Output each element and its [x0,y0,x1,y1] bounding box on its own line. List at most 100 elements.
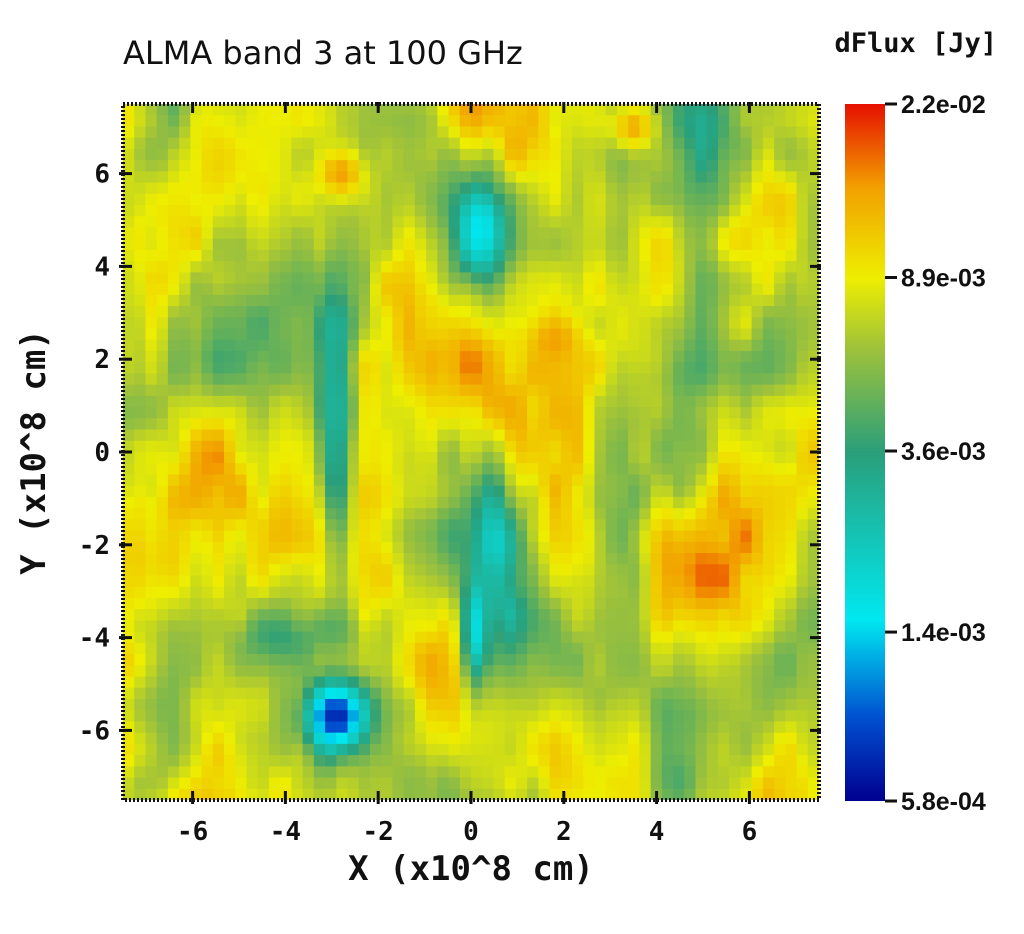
heatmap-cell [392,115,405,128]
heatmap-cell [717,294,730,307]
heatmap-cell [684,328,697,341]
heatmap-cell [246,541,259,554]
heatmap-cell [807,227,819,240]
heatmap-cell [616,137,629,150]
heatmap-cell [459,766,472,779]
heatmap-cell [179,755,191,767]
heatmap-cell [572,429,584,442]
heatmap-cell [549,586,562,599]
heatmap-cell [482,328,495,341]
heatmap-cell [594,654,607,666]
heatmap-cell [673,530,685,543]
heatmap-cell [594,317,607,330]
heatmap-cell [459,743,472,756]
heatmap-cell [684,148,697,161]
heatmap-cell [167,732,180,745]
heatmap-cell [179,710,191,723]
heatmap-cell [167,474,180,487]
heatmap-cell [740,687,753,700]
heatmap-cell [190,620,203,633]
heatmap-cell [123,395,135,408]
heatmap-cell [740,665,753,678]
heatmap-cell [650,440,663,453]
heatmap-cell [572,328,584,341]
heatmap-cell [291,193,304,206]
heatmap-cell [639,721,652,734]
heatmap-cell [448,463,461,476]
heatmap-cell [538,496,551,509]
heatmap-cell [684,530,697,543]
heatmap-cell [358,395,371,408]
heatmap-cell [616,306,629,318]
heatmap-cell [605,474,618,487]
heatmap-cell [212,631,225,644]
heatmap-cell [482,710,495,723]
heatmap-cell [291,530,304,543]
heatmap-cell [605,328,618,341]
heatmap-cell [549,755,562,767]
heatmap-cell [212,564,225,577]
heatmap-cell [740,721,753,734]
heatmap-cell [336,339,349,352]
heatmap-cell [482,687,495,700]
heatmap-cell [650,350,663,363]
heatmap-cell [650,115,663,128]
heatmap-cell [392,463,405,476]
heatmap-cell [706,193,719,206]
heatmap-cell [695,182,708,195]
heatmap-cell [572,553,584,565]
heatmap-cell [628,148,640,161]
heatmap-cell [437,362,450,375]
heatmap-cell [448,249,461,262]
heatmap-cell [123,620,135,633]
heatmap-cell [426,350,438,363]
heatmap-cell [268,227,281,240]
heatmap-cell [471,429,483,442]
heatmap-cell [538,171,551,184]
heatmap-cell [785,407,798,419]
heatmap-cell [291,137,304,150]
heatmap-cell [673,216,685,229]
heatmap-cell [347,104,360,116]
heatmap-cell [358,283,371,296]
heatmap-cell [167,654,180,666]
heatmap-cell [583,126,596,139]
heatmap-cell [774,654,786,666]
heatmap-cell [684,665,697,678]
heatmap-cell [414,395,427,408]
heatmap-cell [459,193,472,206]
heatmap-cell [706,418,719,431]
heatmap-cell [392,575,405,588]
heatmap-cell [650,564,663,577]
heatmap-cell [123,755,135,767]
heatmap-cell [706,721,719,734]
heatmap-cell [751,541,764,554]
heatmap-cell [325,777,337,790]
heatmap-cell [673,732,685,745]
heatmap-cell [190,519,203,532]
heatmap-cell [179,294,191,307]
heatmap-cell [605,721,618,734]
heatmap-cell [280,721,292,734]
heatmap-cell [706,384,719,397]
heatmap-cell [369,496,382,509]
heatmap-cell [403,553,416,565]
heatmap-cell [706,306,719,318]
heatmap-cell [583,463,596,476]
heatmap-cell [235,474,248,487]
heatmap-cell [560,261,573,273]
heatmap-cell [123,508,135,520]
heatmap-cell [549,317,562,330]
heatmap-cell [123,362,135,375]
heatmap-cell [616,519,629,532]
heatmap-cell [661,519,674,532]
heatmap-cell [762,485,775,498]
heatmap-cell [201,508,214,520]
heatmap-cell [751,317,764,330]
heatmap-cell [560,294,573,307]
heatmap-cell [426,407,438,419]
heatmap-cell [179,777,191,790]
heatmap-cell [392,698,405,711]
heatmap-cell [257,148,270,161]
heatmap-cell [785,743,798,756]
